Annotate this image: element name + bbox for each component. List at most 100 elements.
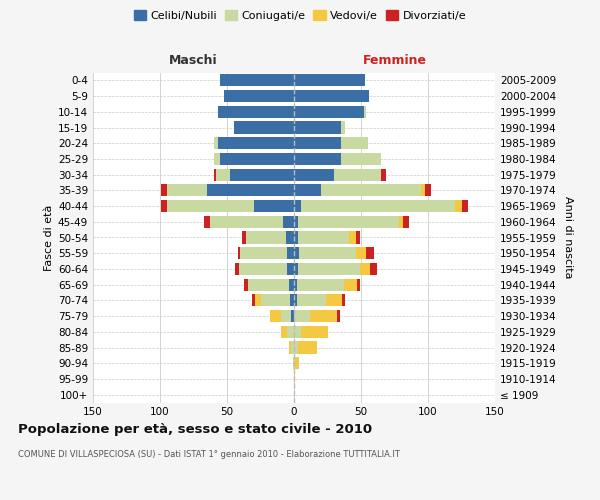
Bar — [294, 137, 341, 149]
Bar — [204, 216, 209, 228]
Bar — [398, 216, 403, 228]
Bar — [235, 263, 239, 275]
Bar — [294, 153, 341, 165]
Bar — [298, 216, 398, 228]
Bar — [294, 278, 296, 291]
Bar — [310, 310, 337, 322]
Bar — [214, 153, 220, 165]
Bar — [294, 184, 321, 196]
Bar — [254, 200, 294, 212]
Bar — [161, 200, 167, 212]
Bar — [214, 168, 216, 181]
Bar — [224, 90, 294, 102]
Bar — [298, 342, 317, 353]
Bar — [370, 263, 377, 275]
Bar — [286, 232, 294, 243]
Bar — [344, 278, 357, 291]
Bar — [167, 200, 254, 212]
Bar — [218, 137, 294, 149]
Bar — [294, 294, 296, 306]
Bar — [341, 153, 381, 165]
Bar — [421, 184, 425, 196]
Bar — [403, 216, 409, 228]
Bar — [239, 263, 287, 275]
Bar — [270, 310, 281, 322]
Bar — [321, 184, 421, 196]
Bar — [294, 342, 298, 353]
Legend: Celibi/Nubili, Coniugati/e, Vedovi/e, Divorziati/e: Celibi/Nubili, Coniugati/e, Vedovi/e, Di… — [132, 8, 468, 23]
Bar — [455, 200, 461, 212]
Bar — [242, 232, 246, 243]
Bar — [357, 278, 359, 291]
Bar — [294, 373, 295, 385]
Bar — [246, 232, 286, 243]
Bar — [334, 168, 381, 181]
Bar — [292, 342, 294, 353]
Bar — [298, 263, 359, 275]
Bar — [461, 200, 468, 212]
Bar — [294, 90, 369, 102]
Bar — [381, 168, 386, 181]
Bar — [294, 106, 364, 118]
Bar — [294, 357, 295, 370]
Bar — [337, 310, 340, 322]
Bar — [294, 200, 301, 212]
Bar — [425, 184, 431, 196]
Bar — [301, 326, 328, 338]
Y-axis label: Anni di nascita: Anni di nascita — [563, 196, 573, 279]
Bar — [255, 294, 260, 306]
Bar — [287, 247, 294, 260]
Text: Maschi: Maschi — [169, 54, 218, 67]
Bar — [294, 247, 299, 260]
Bar — [238, 247, 241, 260]
Bar — [293, 357, 294, 370]
Bar — [359, 263, 370, 275]
Bar — [292, 310, 294, 322]
Bar — [209, 216, 283, 228]
Bar — [296, 294, 326, 306]
Bar — [294, 74, 365, 86]
Bar — [301, 200, 455, 212]
Bar — [298, 232, 349, 243]
Bar — [342, 294, 345, 306]
Bar — [248, 278, 289, 291]
Bar — [253, 294, 255, 306]
Bar — [294, 310, 310, 322]
Text: COMUNE DI VILLASPECIOSA (SU) - Dati ISTAT 1° gennaio 2010 - Elaborazione TUTTITA: COMUNE DI VILLASPECIOSA (SU) - Dati ISTA… — [18, 450, 400, 459]
Bar — [287, 326, 294, 338]
Bar — [207, 184, 294, 196]
Bar — [341, 122, 345, 134]
Bar — [281, 326, 287, 338]
Bar — [289, 342, 292, 353]
Bar — [299, 247, 356, 260]
Bar — [367, 247, 374, 260]
Bar — [220, 153, 294, 165]
Bar — [214, 137, 218, 149]
Bar — [294, 232, 298, 243]
Bar — [167, 184, 207, 196]
Bar — [356, 247, 367, 260]
Bar — [341, 137, 368, 149]
Bar — [294, 326, 301, 338]
Bar — [216, 168, 230, 181]
Bar — [349, 232, 356, 243]
Bar — [287, 263, 294, 275]
Bar — [230, 168, 294, 181]
Bar — [161, 184, 167, 196]
Bar — [364, 106, 367, 118]
Bar — [281, 310, 292, 322]
Bar — [289, 278, 294, 291]
Bar — [283, 216, 294, 228]
Text: Popolazione per età, sesso e stato civile - 2010: Popolazione per età, sesso e stato civil… — [18, 422, 372, 436]
Bar — [326, 294, 342, 306]
Bar — [290, 294, 294, 306]
Y-axis label: Fasce di età: Fasce di età — [44, 204, 54, 270]
Bar — [244, 278, 248, 291]
Bar — [220, 74, 294, 86]
Bar — [295, 357, 299, 370]
Bar — [294, 216, 298, 228]
Text: Femmine: Femmine — [362, 54, 427, 67]
Bar — [260, 294, 290, 306]
Bar — [218, 106, 294, 118]
Bar — [296, 278, 344, 291]
